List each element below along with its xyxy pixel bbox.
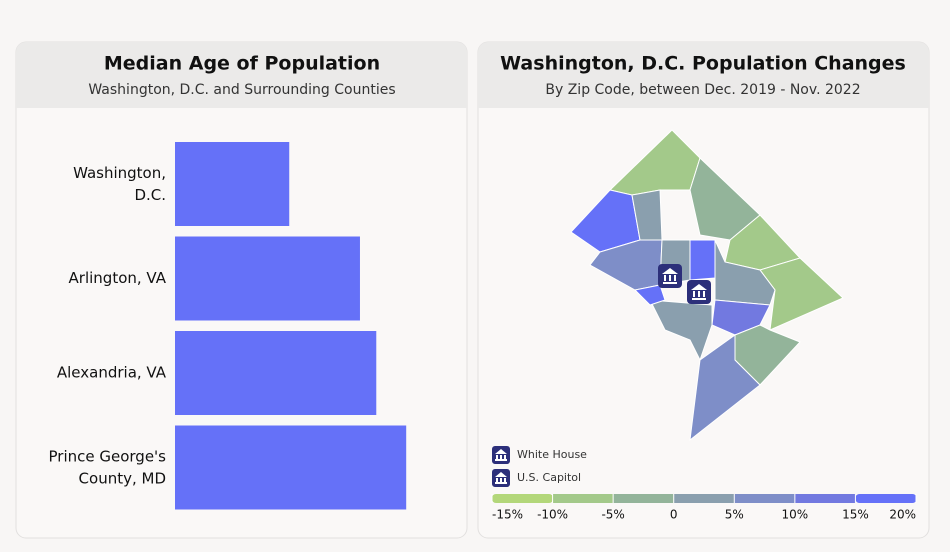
chart-subtitle: By Zip Code, between Dec. 2019 - Nov. 20… bbox=[545, 82, 860, 98]
bar bbox=[175, 142, 290, 226]
chart-title: Median Age of Population bbox=[104, 53, 380, 75]
landmark-icon bbox=[687, 280, 711, 304]
region bbox=[689, 239, 716, 281]
tick-label: 0 bbox=[670, 508, 678, 522]
bar bbox=[175, 236, 360, 321]
category-label: Prince George's County, MD bbox=[49, 447, 167, 487]
tick-label: -5% bbox=[601, 508, 624, 522]
region bbox=[759, 257, 844, 331]
color-step bbox=[734, 494, 796, 503]
tick-label: -10% bbox=[537, 508, 568, 522]
chart-subtitle: Washington, D.C. and Surrounding Countie… bbox=[88, 82, 395, 98]
region bbox=[689, 334, 761, 442]
color-step bbox=[855, 494, 917, 503]
category-label: Washington, D.C. bbox=[73, 164, 166, 204]
tick-label: 20% bbox=[889, 508, 916, 522]
tick-label: -15% bbox=[492, 508, 523, 522]
bar bbox=[175, 425, 407, 510]
tick-label: 10% bbox=[782, 508, 809, 522]
map bbox=[570, 129, 844, 442]
color-step bbox=[613, 494, 675, 503]
color-step bbox=[552, 494, 614, 503]
region bbox=[633, 284, 666, 306]
landmark-icon bbox=[658, 264, 682, 288]
tick-label: 15% bbox=[842, 508, 869, 522]
region bbox=[689, 157, 761, 241]
color-step bbox=[794, 494, 856, 503]
legend-label: White House bbox=[517, 448, 587, 461]
color-step bbox=[492, 494, 554, 503]
legend-label: U.S. Capitol bbox=[517, 471, 581, 484]
legend-icon bbox=[492, 446, 510, 487]
category-label: Arlington, VA bbox=[69, 269, 167, 287]
right-panel: Washington, D.C. Population Changes By Z… bbox=[477, 41, 930, 539]
chart-title: Washington, D.C. Population Changes bbox=[500, 53, 906, 75]
tick-label: 5% bbox=[725, 508, 744, 522]
panel-header bbox=[16, 42, 467, 108]
color-step bbox=[673, 494, 735, 503]
bar bbox=[175, 331, 377, 415]
panel-header bbox=[478, 42, 929, 108]
category-label: Alexandria, VA bbox=[57, 364, 167, 382]
